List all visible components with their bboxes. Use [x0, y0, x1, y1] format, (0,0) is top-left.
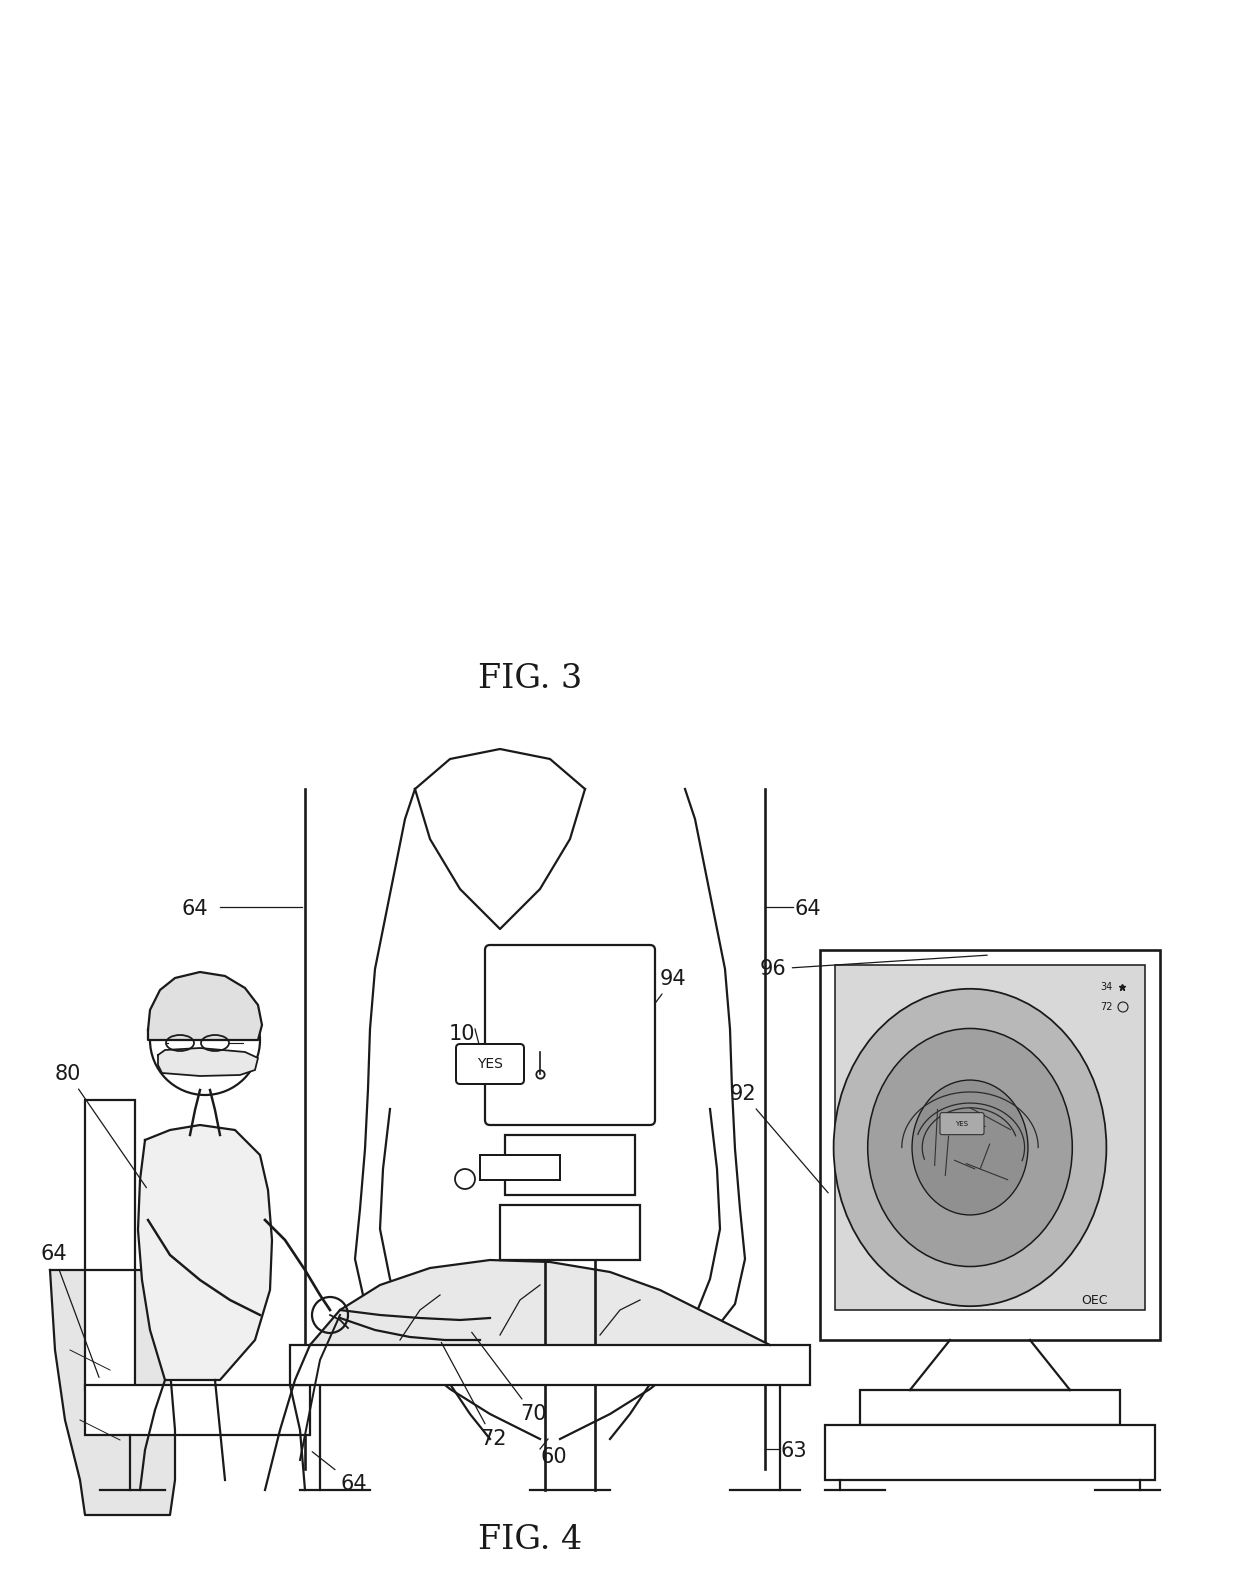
Polygon shape	[138, 1125, 272, 1381]
Text: 10: 10	[449, 1025, 475, 1043]
Text: 70: 70	[471, 1332, 547, 1425]
Ellipse shape	[913, 1079, 1028, 1214]
Bar	[861, 1390, 1120, 1425]
FancyBboxPatch shape	[456, 1043, 525, 1084]
Polygon shape	[86, 1100, 135, 1390]
Bar	[505, 1134, 635, 1196]
FancyBboxPatch shape	[940, 1112, 985, 1134]
Text: 96: 96	[760, 956, 987, 979]
Bar	[835, 965, 1145, 1310]
Text: 63: 63	[780, 1440, 807, 1461]
Ellipse shape	[868, 1028, 1073, 1266]
Polygon shape	[157, 1048, 258, 1076]
FancyBboxPatch shape	[485, 945, 655, 1125]
Bar	[290, 1345, 810, 1385]
Bar	[820, 949, 1159, 1340]
Text: FIG. 4: FIG. 4	[477, 1523, 582, 1556]
Text: 92: 92	[730, 1084, 828, 1192]
Polygon shape	[148, 973, 262, 1040]
Text: 62: 62	[522, 1025, 548, 1043]
Text: OEC: OEC	[1081, 1293, 1109, 1307]
Text: 94: 94	[652, 970, 687, 1007]
Polygon shape	[50, 1269, 175, 1516]
Text: 72: 72	[1100, 1003, 1112, 1012]
Text: 72: 72	[441, 1343, 506, 1450]
Text: FIG. 3: FIG. 3	[477, 664, 582, 695]
Bar	[480, 1155, 560, 1180]
Bar	[825, 1425, 1154, 1480]
Text: YES: YES	[477, 1058, 503, 1072]
Polygon shape	[86, 1385, 310, 1436]
Text: 64: 64	[40, 1244, 99, 1378]
Text: YES: YES	[956, 1120, 968, 1127]
Text: 80: 80	[55, 1064, 146, 1188]
Text: 34: 34	[1100, 982, 1112, 992]
Bar	[500, 1205, 640, 1260]
Text: 60: 60	[539, 1447, 567, 1467]
Ellipse shape	[833, 988, 1106, 1307]
Text: 64: 64	[312, 1451, 367, 1494]
Text: 64: 64	[182, 899, 208, 919]
Text: 64: 64	[795, 899, 822, 919]
